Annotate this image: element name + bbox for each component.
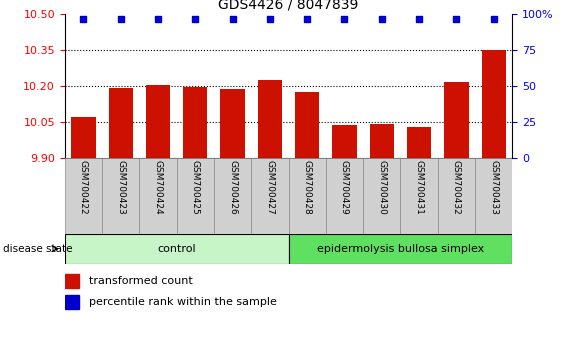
FancyBboxPatch shape [65,234,289,264]
Point [489,16,498,22]
Title: GDS4426 / 8047839: GDS4426 / 8047839 [218,0,359,12]
Bar [332,125,356,158]
Point [303,16,312,22]
Bar [65,295,79,309]
Text: GSM700432: GSM700432 [452,160,461,215]
Bar [295,92,319,158]
FancyBboxPatch shape [326,158,363,234]
Text: disease state: disease state [3,244,72,254]
Point [228,16,237,22]
Point [377,16,386,22]
Text: GSM700428: GSM700428 [303,160,312,215]
Bar [65,274,79,288]
Bar [444,82,468,158]
Point [191,16,200,22]
Text: GSM700422: GSM700422 [79,160,88,215]
FancyBboxPatch shape [363,158,400,234]
Text: GSM700424: GSM700424 [154,160,163,215]
Text: GSM700425: GSM700425 [191,160,200,215]
Point [452,16,461,22]
FancyBboxPatch shape [140,158,177,234]
FancyBboxPatch shape [438,158,475,234]
Bar [183,87,207,158]
Point [154,16,163,22]
FancyBboxPatch shape [177,158,214,234]
FancyBboxPatch shape [400,158,438,234]
Text: GSM700427: GSM700427 [265,160,274,215]
Text: GSM700433: GSM700433 [489,160,498,215]
Point [79,16,88,22]
FancyBboxPatch shape [289,158,326,234]
Bar [481,50,506,158]
FancyBboxPatch shape [475,158,512,234]
Text: GSM700423: GSM700423 [116,160,125,215]
FancyBboxPatch shape [251,158,289,234]
FancyBboxPatch shape [65,158,102,234]
FancyBboxPatch shape [214,158,251,234]
Bar [407,127,431,158]
Text: GSM700430: GSM700430 [377,160,386,215]
Text: percentile rank within the sample: percentile rank within the sample [90,297,277,307]
Text: GSM700429: GSM700429 [340,160,349,215]
Bar [370,124,394,158]
FancyBboxPatch shape [289,234,512,264]
Point [414,16,423,22]
Bar [146,85,170,158]
Bar [72,117,96,158]
Point [116,16,125,22]
Point [265,16,274,22]
Text: GSM700426: GSM700426 [228,160,237,215]
Text: GSM700431: GSM700431 [414,160,423,215]
Text: transformed count: transformed count [90,276,193,286]
Bar [258,80,282,158]
Text: control: control [157,244,196,254]
Bar [109,88,133,158]
Bar [221,90,245,158]
Point [340,16,349,22]
Text: epidermolysis bullosa simplex: epidermolysis bullosa simplex [317,244,484,254]
FancyBboxPatch shape [102,158,140,234]
